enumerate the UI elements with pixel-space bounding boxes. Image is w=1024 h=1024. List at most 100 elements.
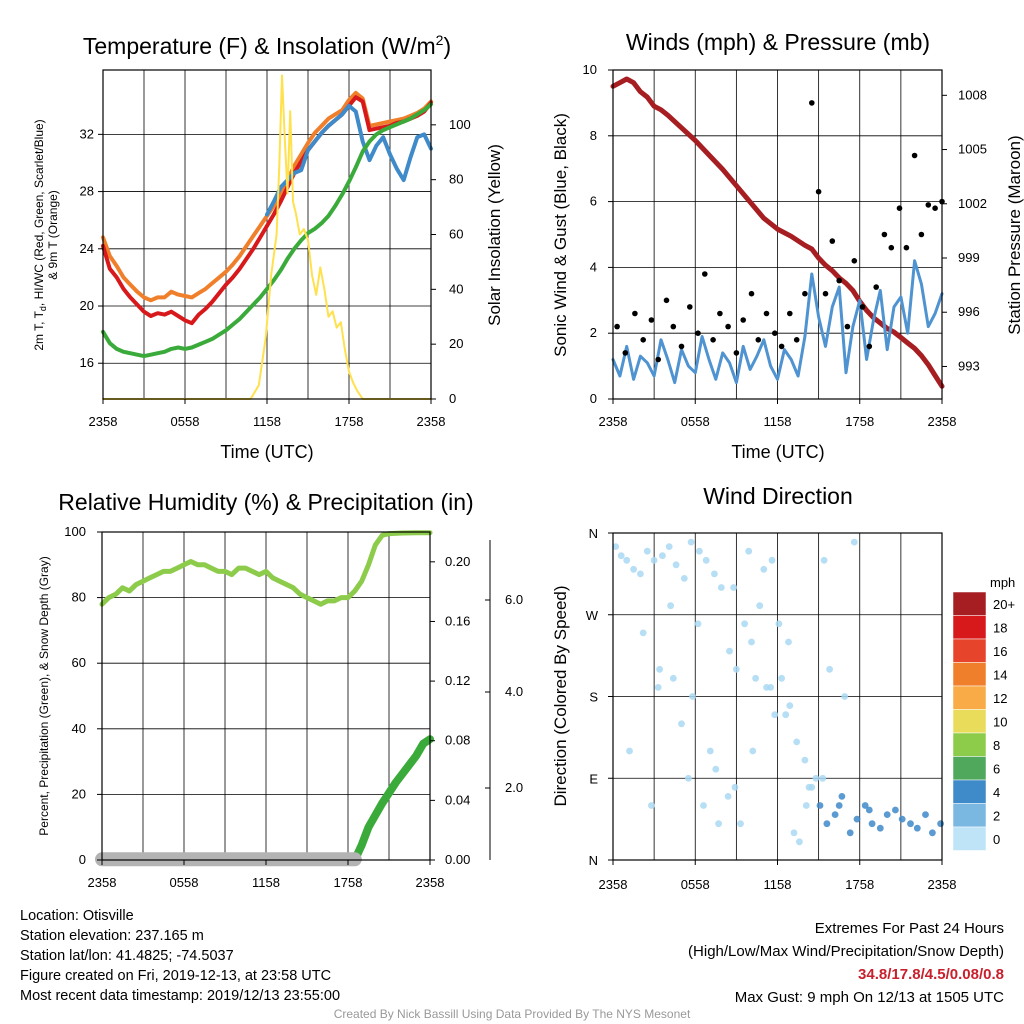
direction-point [612,543,620,550]
y3-tick-label: 4.0 [505,684,523,699]
direction-point [667,602,674,610]
direction-point [771,711,779,719]
series-line-0 [610,76,945,389]
temperature-ylabel-line1-end: , HI/WC (Red, Green, Scarlet/Blue) [32,119,46,306]
direction-point [786,702,794,709]
direction-point [717,584,725,591]
direction-point [623,556,631,564]
gust-point [655,356,661,363]
temperature-title-main: Temperature (F) & Insolation (W/m [83,33,436,59]
gust-point [725,323,731,330]
legend-label: 16 [993,644,1007,659]
winds-ylabel: Sonic Wind & Gust (Blue, Black) [551,113,570,357]
direction-point [850,538,858,546]
direction-point [643,547,651,555]
gust-point [717,310,723,317]
direction-point [726,647,733,655]
x-tick-label: 2358 [89,414,118,429]
direction-point [731,783,739,791]
direction-point [801,756,809,764]
gust-point [687,304,693,310]
direction-point [752,674,759,682]
series-line-2 [265,103,433,217]
gust-point [873,284,879,290]
direction-point [898,815,906,823]
gust-point [809,100,815,106]
humidity-plot [95,530,434,867]
y-tick-label: N [589,526,598,541]
y-tick-label: 0 [590,391,597,406]
gust-point [648,317,655,323]
credit-line: Created By Nick Bassill Using Data Provi… [333,1007,691,1021]
y2-tick-label: 0.00 [445,852,470,867]
y2-tick-label: 0.16 [445,613,470,628]
x-tick-label: 0558 [170,875,199,890]
direction-point [846,829,854,837]
y2-tick-label: 0.12 [445,673,470,688]
gust-point [815,188,822,195]
extremes-title: Extremes For Past 24 Hours [814,920,1004,937]
y-tick-label: 2 [590,325,597,340]
pressure-ylabel: Station Pressure (Maroon) [1005,135,1024,334]
direction-point [922,811,929,818]
gust-point [678,343,685,350]
y-tick-label: 32 [80,126,94,141]
series-line-4 [102,74,432,400]
gust-point [748,290,755,297]
direction-point [680,575,688,582]
direction-point [749,747,757,755]
direction-point [648,802,655,809]
wind-direction-ylabel: Direction (Colored By Speed) [551,585,570,806]
series-line-1 [101,95,433,326]
gust-point [918,231,925,238]
direction-point [853,815,861,823]
direction-point [868,820,876,828]
y-tick-label: 10 [583,62,597,77]
y2-tick-label: 60 [449,227,463,242]
temperature-plot [101,74,433,400]
direction-point [826,665,833,673]
legend-label: 12 [993,691,1007,706]
gust-point [733,350,740,356]
x-tick-label: 2358 [417,414,446,429]
station-location: Location: Otisville [20,908,134,924]
y3-tick-label: 6.0 [505,592,523,607]
winds-ticks: 2358 0558 1158 1758 235802468109939969991002… [583,62,987,429]
direction-point [733,665,740,673]
x-tick-label: 0558 [171,414,200,429]
legend-swatch [952,591,987,616]
gust-point [859,304,866,310]
y-tick-label: N [589,853,598,868]
series-line-1 [611,259,944,385]
y2-tick-label: 40 [449,281,463,296]
direction-point [737,820,744,828]
direction-point [782,711,790,719]
x-tick-label: 1158 [253,414,281,429]
series-line-0 [99,530,433,607]
legend-swatch [952,685,987,710]
y3-tick-label: 2.0 [505,780,523,795]
humidity-panel: Relative Humidity (%) & Precipitation (i… [37,489,523,890]
y-tick-label: 28 [80,184,94,199]
y-tick-label: 24 [80,241,94,256]
gust-point [888,244,895,251]
direction-point [796,838,803,846]
direction-point [696,547,703,555]
winds-xlabel: Time (UTC) [731,442,824,462]
figure-created: Figure created on Fri, 2019-12-13, at 23… [20,968,332,984]
y2-tick-label: 996 [958,304,980,319]
legend-swatch [952,826,987,851]
gust-point [903,244,910,251]
gust-point [702,271,708,277]
extremes-subtitle: (High/Low/Max Wind/Precipitation/Snow De… [688,943,1004,960]
direction-point [892,806,899,814]
x-tick-label: 2358 [599,877,628,892]
y2-tick-label: 1002 [958,196,987,211]
y2-tick-label: 20 [449,336,463,351]
legend-label: 14 [993,668,1007,683]
gust-point [911,152,918,159]
extremes-info: Extremes For Past 24 Hours (High/Low/Max… [688,917,1004,1009]
direction-point [626,747,633,755]
humidity-grid [102,532,430,860]
